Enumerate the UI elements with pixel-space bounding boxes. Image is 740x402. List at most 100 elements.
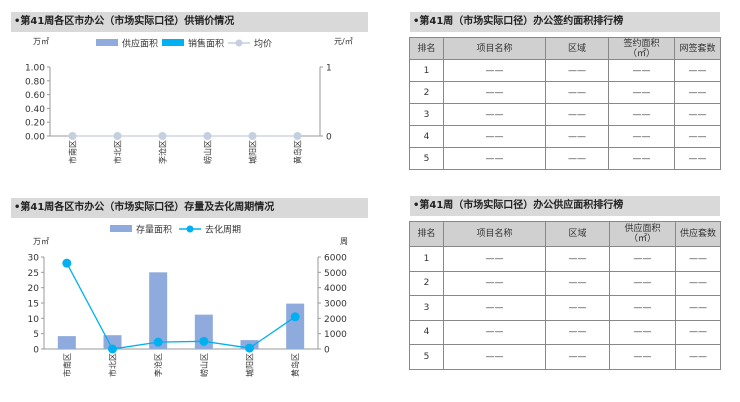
cell-name: —— <box>443 125 546 148</box>
cell-count: —— <box>674 59 721 82</box>
signed-area-ranking-table: 排名 项目名称 区域 签约面积 （㎡） 网签套数 1 —— —— —— —— 2 —— —— ——… <box>409 37 721 170</box>
category-label: 城阳区 <box>246 353 255 377</box>
legend-label: 均价 <box>254 38 272 50</box>
cell-rank: 3 <box>409 103 444 126</box>
cell-rank: 1 <box>409 246 444 272</box>
cell-size: —— <box>608 81 675 104</box>
cell-area: —— <box>545 81 609 104</box>
legend-marker <box>235 39 243 47</box>
left-tick-label: 10 <box>28 315 40 325</box>
header-area: 区域 <box>545 221 610 247</box>
left-tick-label: 25 <box>28 269 39 279</box>
right-axis-unit: 周 <box>340 237 348 246</box>
right-axis-unit: 元/㎡ <box>334 37 353 46</box>
bar <box>103 335 122 349</box>
point <box>293 132 302 140</box>
left-tick-label: 15 <box>28 300 39 310</box>
right-tick-label: 3000 <box>324 300 347 310</box>
category-label: 市北区 <box>113 140 123 164</box>
stock-cycle-chart: 万㎡ 周 存量面积 去化周期 30 25 20 15 10 5 0 6000 5000 4000 3000 2… <box>28 224 348 378</box>
cell-count: —— <box>675 344 721 370</box>
category-label: 李沧区 <box>153 353 163 377</box>
header-signed-count: 网签套数 <box>674 37 721 60</box>
header-supply-area-label: 供应面积 <box>624 224 661 234</box>
category-label: 市北区 <box>108 353 118 377</box>
cell-size: —— <box>609 246 676 272</box>
point <box>203 132 212 140</box>
point <box>248 132 257 140</box>
legend-label: 去化周期 <box>205 224 241 236</box>
legend-label: 供应面积 <box>122 38 158 50</box>
header-rank: 排名 <box>409 221 444 247</box>
cell-name: —— <box>443 81 546 104</box>
table-row: 4 —— —— —— —— <box>409 319 721 345</box>
cell-area: —— <box>545 147 609 170</box>
left-tick-label: 0 <box>33 346 39 356</box>
category-label: 黄岛区 <box>293 140 303 164</box>
cell-rank: 1 <box>409 59 444 82</box>
cell-area: —— <box>545 103 609 126</box>
cell-name: —— <box>443 270 546 296</box>
table-row: 3 —— —— —— —— <box>409 295 721 321</box>
cell-size: —— <box>608 147 675 170</box>
cell-count: —— <box>674 147 721 170</box>
table-row: 1 —— —— —— —— <box>409 246 721 272</box>
right-tick-label: 1 <box>326 64 332 74</box>
cell-area: —— <box>545 344 610 370</box>
table-row: 1 —— —— —— —— <box>409 59 721 82</box>
category-label: 崂山区 <box>199 353 209 377</box>
cell-rank: 4 <box>409 125 444 148</box>
left-tick-label: 0.00 <box>25 133 45 143</box>
legend-label: 销售面积 <box>188 38 224 50</box>
table-header-row: 排名 项目名称 区域 签约面积 （㎡） 网签套数 <box>409 37 721 60</box>
cell-size: —— <box>609 295 676 321</box>
point <box>108 344 117 354</box>
bar <box>57 336 76 349</box>
table-row: 3 —— —— —— —— <box>409 103 721 126</box>
point <box>153 337 163 347</box>
left-tick-label: 20 <box>28 284 40 294</box>
cell-name: —— <box>443 147 546 170</box>
cell-size: —— <box>609 270 676 296</box>
legend-swatch <box>162 39 184 46</box>
category-label: 市南区 <box>68 140 78 164</box>
point <box>68 132 77 140</box>
header-supply-area: 供应面积 （㎡） <box>609 221 676 247</box>
cell-area: —— <box>545 125 609 148</box>
cell-count: —— <box>675 270 721 296</box>
left-tick-label: 5 <box>33 330 39 340</box>
cell-count: —— <box>674 81 721 104</box>
supply-sales-price-title: •第41周各区市办公（市场实际口径）供销价情况 <box>11 12 368 32</box>
table-row: 2 —— —— —— —— <box>409 270 721 296</box>
cell-rank: 3 <box>409 295 444 321</box>
cell-size: —— <box>608 103 675 126</box>
cell-name: —— <box>443 59 546 82</box>
right-tick-label: 4000 <box>324 284 347 294</box>
cell-size: —— <box>609 319 676 345</box>
cell-area: —— <box>545 246 610 272</box>
table-row: 5 —— —— —— —— <box>409 344 721 370</box>
cell-area: —— <box>545 270 610 296</box>
cell-name: —— <box>443 246 546 272</box>
point <box>290 312 300 322</box>
left-tick-label: 0.40 <box>25 105 45 115</box>
category-label: 市南区 <box>62 353 72 377</box>
cell-count: —— <box>675 319 721 345</box>
table-row: 2 —— —— —— —— <box>409 81 721 104</box>
legend-marker <box>186 225 194 233</box>
left-tick-label: 0.80 <box>25 77 45 87</box>
left-tick-label: 0.20 <box>25 119 45 129</box>
legend-swatch <box>96 39 118 46</box>
cell-size: —— <box>609 344 676 370</box>
point <box>113 132 122 140</box>
header-area: 区域 <box>545 37 609 60</box>
point <box>62 258 72 268</box>
cell-area: —— <box>545 295 610 321</box>
legend-label: 存量面积 <box>136 224 172 236</box>
cell-rank: 4 <box>409 319 444 345</box>
bar <box>286 303 305 349</box>
supply-area-ranking-title: •第41周（市场实际口径）办公供应面积排行榜 <box>410 196 720 216</box>
header-supply-count: 供应套数 <box>675 221 721 247</box>
table-header-row: 排名 项目名称 区域 供应面积 （㎡） 供应套数 <box>409 221 721 247</box>
cell-count: —— <box>675 246 721 272</box>
